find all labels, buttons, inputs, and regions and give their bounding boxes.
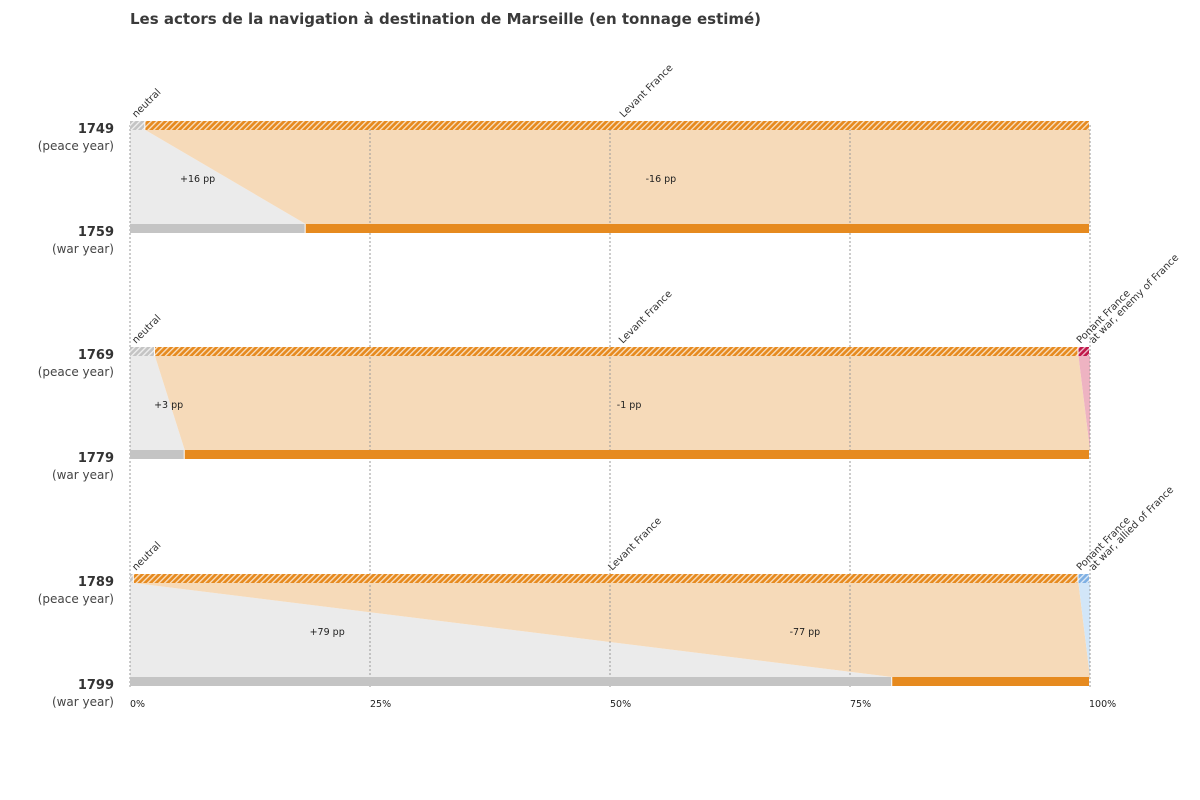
delta-label-neutral: +79 pp <box>310 627 345 638</box>
x-tick-label: 75% <box>850 699 871 710</box>
category-label-subtext: at war, enemy of France <box>1088 252 1182 346</box>
category-label-neutral: neutral <box>130 313 163 346</box>
category-label-text: neutral <box>130 87 163 120</box>
flow-layer <box>130 130 1091 677</box>
bar-neutral-1749 <box>130 121 145 130</box>
flow-levant-1769 <box>154 356 1090 450</box>
category-label-text: Levant France <box>607 516 664 573</box>
x-tick-label: 0% <box>130 699 145 710</box>
bar-enemy-1769 <box>1078 347 1089 356</box>
bar-neutral-1779 <box>130 450 184 459</box>
category-label-text: neutral <box>130 540 163 573</box>
bar-levant-1789 <box>133 574 1078 583</box>
category-label-neutral: neutral <box>130 540 163 573</box>
war-year-label: 1759 <box>78 225 114 240</box>
flow-enemy-1769 <box>1078 356 1090 450</box>
category-label-levant: Levant France <box>618 63 675 120</box>
peace-year-sublabel: (peace year) <box>38 592 114 606</box>
bar-neutral-1789 <box>130 574 133 583</box>
flow-allied-1789 <box>1078 583 1090 677</box>
flow-neutral-1769 <box>130 356 185 450</box>
grid-layer <box>129 125 1091 688</box>
bar-layer <box>130 121 1090 686</box>
category-label-neutral: neutral <box>130 87 163 120</box>
war-year-label: 1779 <box>78 451 114 466</box>
x-tick-label: 50% <box>610 699 631 710</box>
category-label-levant: Levant France <box>607 516 664 573</box>
war-year-sublabel: (war year) <box>52 468 114 482</box>
peace-year-label: 1769 <box>78 348 114 363</box>
bar-allied-1789 <box>1078 574 1089 583</box>
bar-levant-1799 <box>892 677 1089 686</box>
x-tick-label: 25% <box>370 699 391 710</box>
category-label-text: Levant France <box>618 63 675 120</box>
bar-neutral-1759 <box>130 224 305 233</box>
flow-levant-1749 <box>145 130 1091 224</box>
bar-neutral-1769 <box>130 347 154 356</box>
category-label-levant: Levant France <box>617 289 674 346</box>
delta-label-levant: -1 pp <box>617 400 642 411</box>
war-year-label: 1799 <box>78 678 114 693</box>
chart-title: Les actors de la navigation à destinatio… <box>130 10 762 28</box>
peace-year-label: 1749 <box>78 122 114 137</box>
peace-year-sublabel: (peace year) <box>38 139 114 153</box>
bar-levant-1759 <box>305 224 1089 233</box>
flow-levant-1789 <box>133 583 1091 677</box>
delta-label-neutral: +16 pp <box>180 174 215 185</box>
x-tick-label: 100% <box>1089 699 1116 710</box>
delta-label-neutral: +3 pp <box>154 400 183 411</box>
war-year-sublabel: (war year) <box>52 242 114 256</box>
war-year-sublabel: (war year) <box>52 695 114 709</box>
category-label-subtext: at war, allied of France <box>1088 485 1177 574</box>
delta-label-levant: -77 pp <box>790 627 821 638</box>
bar-levant-1779 <box>184 450 1090 459</box>
flow-neutral-1749 <box>130 130 306 224</box>
bar-neutral-1799 <box>130 677 892 686</box>
category-label-text: Levant France <box>617 289 674 346</box>
bar-levant-1749 <box>145 121 1090 130</box>
flow-neutral-1789 <box>130 583 893 677</box>
delta-label-levant: -16 pp <box>646 174 677 185</box>
peace-year-label: 1789 <box>78 575 114 590</box>
category-label-text: neutral <box>130 313 163 346</box>
bar-levant-1769 <box>154 347 1078 356</box>
peace-year-sublabel: (peace year) <box>38 365 114 379</box>
